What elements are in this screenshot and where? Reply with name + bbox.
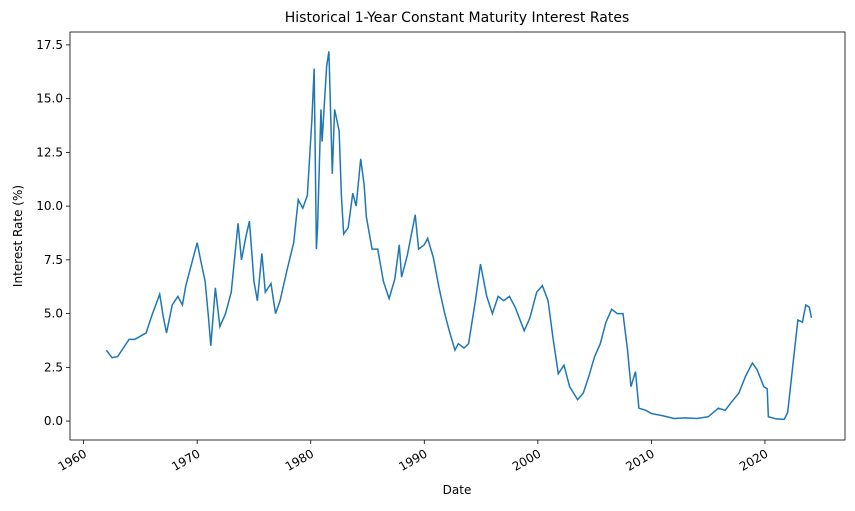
x-tick-label: 1990	[396, 446, 429, 473]
y-axis-label: Interest Rate (%)	[11, 185, 25, 287]
x-tick-label: 2000	[510, 446, 543, 473]
line-series	[105, 51, 813, 421]
y-tick-label: 2.5	[44, 360, 63, 374]
y-tick-label: 0.0	[44, 414, 63, 428]
y-tick-label: 10.0	[36, 199, 63, 213]
x-tick-label: 1970	[169, 446, 202, 473]
plot-frame	[69, 31, 846, 441]
x-tick-label: 2020	[737, 446, 770, 473]
x-tick-label: 1980	[283, 446, 316, 473]
y-tick-label: 12.5	[36, 145, 63, 159]
x-axis-label: Date	[443, 483, 472, 497]
chart-title: Historical 1-Year Constant Maturity Inte…	[285, 10, 630, 26]
y-tick-label: 17.5	[36, 38, 63, 52]
x-tick-label: 1960	[56, 446, 89, 473]
y-tick-label: 15.0	[36, 92, 63, 106]
x-tick-label: 2010	[623, 446, 656, 473]
y-tick-label: 7.5	[44, 253, 63, 267]
y-tick-label: 5.0	[44, 307, 63, 321]
